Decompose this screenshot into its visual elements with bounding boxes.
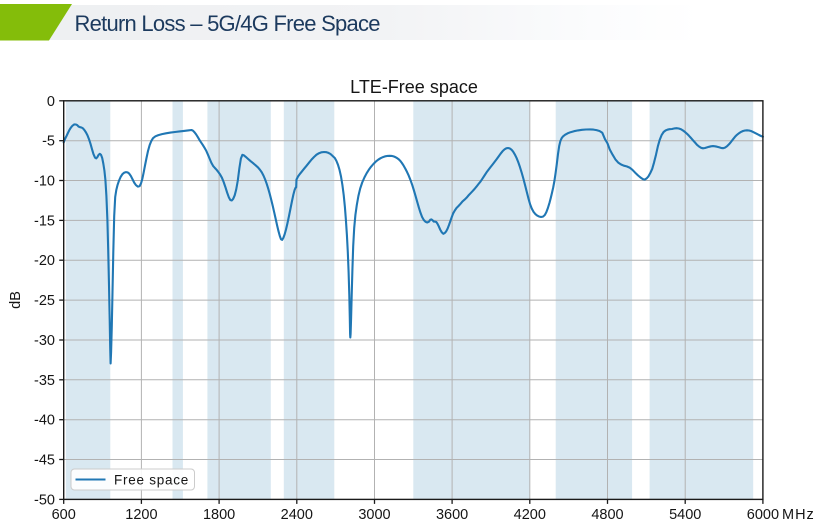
svg-text:-15: -15 <box>34 213 55 229</box>
svg-text:dB: dB <box>8 291 24 309</box>
svg-text:4200: 4200 <box>514 507 546 523</box>
svg-text:1800: 1800 <box>203 507 235 523</box>
svg-text:-40: -40 <box>34 413 55 429</box>
svg-text:MHz: MHz <box>782 507 815 523</box>
svg-text:3000: 3000 <box>358 507 390 523</box>
svg-text:1200: 1200 <box>125 507 157 523</box>
svg-text:2400: 2400 <box>281 507 313 523</box>
svg-text:6000: 6000 <box>747 507 779 523</box>
svg-text:-5: -5 <box>42 134 55 150</box>
svg-text:-20: -20 <box>34 253 55 269</box>
svg-text:-30: -30 <box>34 333 55 349</box>
svg-text:-10: -10 <box>34 174 55 190</box>
svg-text:-45: -45 <box>34 453 55 469</box>
svg-text:3600: 3600 <box>436 507 468 523</box>
svg-text:-50: -50 <box>34 492 55 508</box>
svg-text:4800: 4800 <box>591 507 623 523</box>
svg-text:-25: -25 <box>34 293 55 309</box>
svg-text:-35: -35 <box>34 373 55 389</box>
svg-text:0: 0 <box>47 94 55 110</box>
svg-text:Free space: Free space <box>114 473 189 488</box>
svg-text:LTE-Free space: LTE-Free space <box>350 77 478 97</box>
svg-text:5400: 5400 <box>669 507 701 523</box>
svg-text:600: 600 <box>52 507 76 523</box>
